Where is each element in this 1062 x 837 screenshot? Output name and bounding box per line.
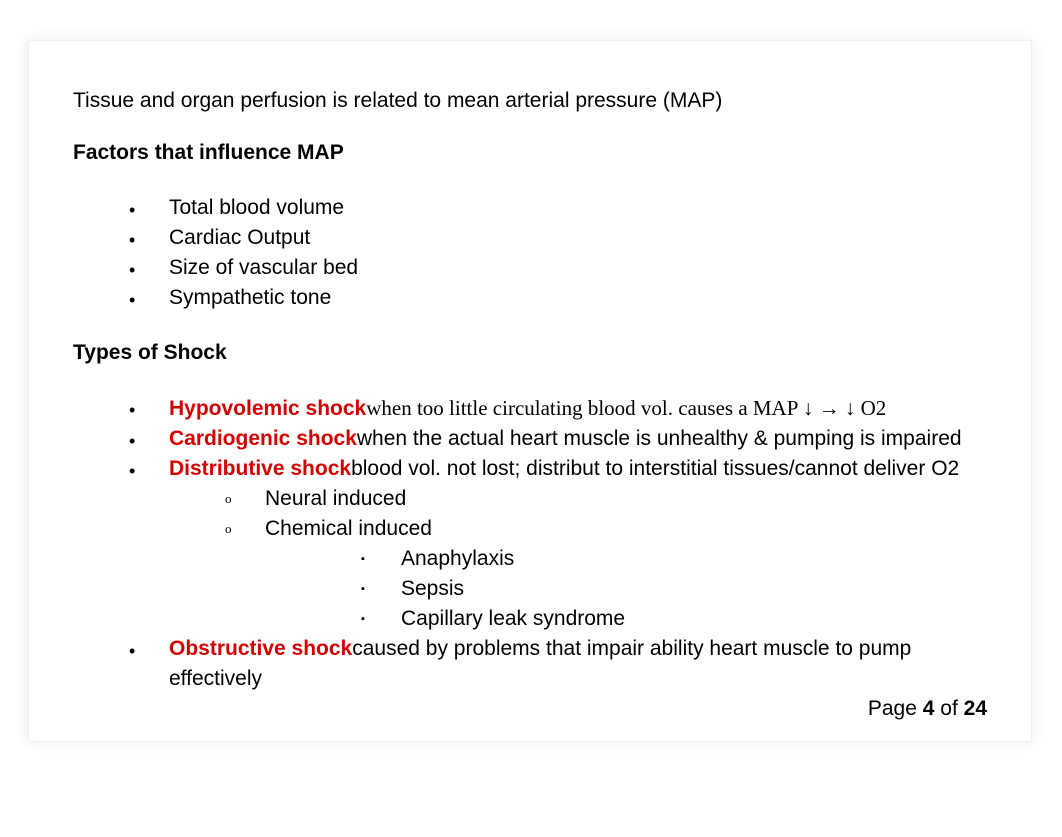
shock-term: Distributive shock <box>169 457 351 480</box>
list-item: Neural induced <box>225 484 987 514</box>
list-item-text: Chemical induced <box>265 517 432 540</box>
distributive-sublist: Neural induced Chemical induced Anaphyla… <box>169 484 987 634</box>
list-item: Distributive shockblood vol. not lost; d… <box>129 454 987 634</box>
list-item-text: Sympathetic tone <box>169 286 331 309</box>
map-factors-list: Total blood volume Cardiac Output Size o… <box>73 193 987 313</box>
list-item: Obstructive shockcaused by problems that… <box>129 634 987 694</box>
pager-total: 24 <box>964 697 987 720</box>
list-item: Size of vascular bed <box>129 253 987 283</box>
list-item-text: Sepsis <box>401 577 464 600</box>
shock-types-list: Hypovolemic shockwhen too little circula… <box>73 393 987 694</box>
list-item-text: Total blood volume <box>169 196 344 219</box>
shock-desc: when too little circulating blood vol. c… <box>366 396 886 420</box>
section-heading-map-factors: Factors that influence MAP <box>73 141 987 165</box>
list-item-text: Cardiac Output <box>169 226 310 249</box>
shock-term: Obstructive shock <box>169 637 352 660</box>
shock-term: Hypovolemic shock <box>169 397 366 420</box>
pager-current: 4 <box>923 697 935 720</box>
document-page: Tissue and organ perfusion is related to… <box>28 40 1032 742</box>
pager-prefix: Page <box>868 697 923 720</box>
page-number: Page 4 of 24 <box>868 697 987 721</box>
shock-desc: blood vol. not lost; distribut to inters… <box>351 457 959 480</box>
shock-term: Cardiogenic shock <box>169 427 357 450</box>
chemical-sublist: Anaphylaxis Sepsis Capillary leak syndro… <box>265 544 987 634</box>
shock-desc: when the actual heart muscle is unhealth… <box>357 427 962 450</box>
list-item: Hypovolemic shockwhen too little circula… <box>129 393 987 424</box>
list-item: Anaphylaxis <box>361 544 987 574</box>
list-item-text: Size of vascular bed <box>169 256 358 279</box>
pager-separator: of <box>934 697 963 720</box>
list-item-text: Capillary leak syndrome <box>401 607 625 630</box>
list-item: Cardiogenic shockwhen the actual heart m… <box>129 424 987 454</box>
intro-text: Tissue and organ perfusion is related to… <box>73 89 987 113</box>
list-item: Cardiac Output <box>129 223 987 253</box>
list-item: Chemical induced Anaphylaxis Sepsis Capi… <box>225 514 987 634</box>
list-item: Sympathetic tone <box>129 283 987 313</box>
section-heading-shock-types: Types of Shock <box>73 341 987 365</box>
list-item: Capillary leak syndrome <box>361 604 987 634</box>
list-item: Total blood volume <box>129 193 987 223</box>
list-item-text: Neural induced <box>265 487 406 510</box>
list-item-text: Anaphylaxis <box>401 547 514 570</box>
list-item: Sepsis <box>361 574 987 604</box>
